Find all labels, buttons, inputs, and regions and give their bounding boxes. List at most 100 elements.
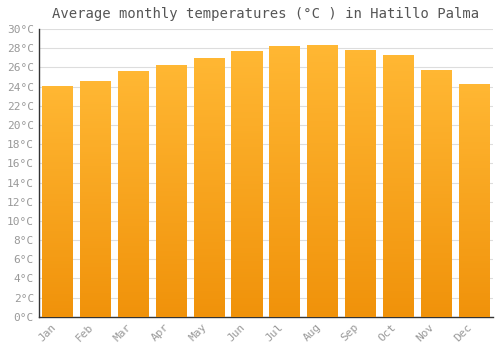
Bar bbox=[270, 100, 300, 103]
Bar bbox=[270, 225, 300, 228]
Bar bbox=[345, 79, 376, 82]
Bar bbox=[42, 243, 74, 245]
Bar bbox=[345, 261, 376, 264]
Bar bbox=[383, 251, 414, 254]
Bar bbox=[345, 141, 376, 144]
Bar bbox=[232, 178, 262, 181]
Bar bbox=[307, 173, 338, 176]
Bar bbox=[194, 239, 224, 242]
Bar bbox=[345, 125, 376, 127]
Bar bbox=[307, 227, 338, 230]
Bar bbox=[270, 293, 300, 295]
Bar bbox=[194, 229, 224, 231]
Bar bbox=[270, 268, 300, 271]
Bar bbox=[270, 119, 300, 122]
Bar bbox=[458, 217, 490, 219]
Bar bbox=[80, 180, 111, 182]
Bar bbox=[118, 214, 149, 216]
Bar bbox=[194, 294, 224, 296]
Bar bbox=[458, 305, 490, 308]
Bar bbox=[458, 144, 490, 147]
Bar bbox=[118, 147, 149, 150]
Bar bbox=[345, 274, 376, 277]
Bar bbox=[156, 188, 187, 191]
Bar bbox=[156, 128, 187, 130]
Bar bbox=[458, 200, 490, 203]
Bar bbox=[270, 222, 300, 225]
Bar bbox=[80, 189, 111, 192]
Bar bbox=[345, 130, 376, 133]
Bar bbox=[42, 187, 74, 190]
Bar bbox=[118, 89, 149, 91]
Bar bbox=[118, 256, 149, 258]
Bar bbox=[42, 231, 74, 233]
Bar bbox=[345, 56, 376, 58]
Bar bbox=[232, 250, 262, 253]
Bar bbox=[345, 53, 376, 56]
Bar bbox=[458, 161, 490, 163]
Bar bbox=[194, 97, 224, 99]
Bar bbox=[458, 91, 490, 93]
Bar bbox=[156, 241, 187, 244]
Bar bbox=[232, 165, 262, 168]
Bar bbox=[80, 135, 111, 138]
Bar bbox=[194, 185, 224, 187]
Bar bbox=[80, 177, 111, 180]
Bar bbox=[194, 288, 224, 291]
Bar bbox=[118, 93, 149, 96]
Bar bbox=[383, 175, 414, 178]
Bar bbox=[156, 266, 187, 269]
Bar bbox=[156, 77, 187, 80]
Bar bbox=[156, 138, 187, 140]
Bar bbox=[80, 279, 111, 281]
Bar bbox=[118, 103, 149, 106]
Bar bbox=[421, 280, 452, 282]
Bar bbox=[383, 296, 414, 299]
Bar bbox=[232, 139, 262, 141]
Bar bbox=[421, 198, 452, 201]
Bar bbox=[156, 168, 187, 170]
Bar bbox=[383, 202, 414, 204]
Bar bbox=[194, 314, 224, 317]
Bar bbox=[345, 50, 376, 53]
Bar bbox=[194, 110, 224, 112]
Bar bbox=[383, 275, 414, 278]
Bar bbox=[345, 114, 376, 117]
Bar bbox=[307, 260, 338, 262]
Bar bbox=[80, 284, 111, 286]
Bar bbox=[458, 96, 490, 98]
Bar bbox=[345, 245, 376, 247]
Bar bbox=[42, 233, 74, 236]
Bar bbox=[118, 142, 149, 145]
Bar bbox=[421, 304, 452, 307]
Bar bbox=[118, 233, 149, 236]
Bar bbox=[421, 211, 452, 213]
Bar bbox=[194, 307, 224, 309]
Bar bbox=[383, 189, 414, 191]
Bar bbox=[118, 177, 149, 179]
Bar bbox=[383, 299, 414, 301]
Bar bbox=[421, 206, 452, 208]
Bar bbox=[232, 261, 262, 264]
Bar bbox=[458, 158, 490, 161]
Bar bbox=[421, 130, 452, 132]
Bar bbox=[307, 279, 338, 281]
Bar bbox=[345, 101, 376, 104]
Bar bbox=[194, 148, 224, 151]
Bar bbox=[80, 281, 111, 284]
Bar bbox=[118, 187, 149, 189]
Bar bbox=[232, 115, 262, 118]
Bar bbox=[383, 110, 414, 113]
Bar bbox=[458, 268, 490, 270]
Bar bbox=[383, 141, 414, 144]
Bar bbox=[80, 208, 111, 211]
Bar bbox=[270, 168, 300, 171]
Bar bbox=[232, 72, 262, 75]
Bar bbox=[156, 153, 187, 155]
Bar bbox=[42, 247, 74, 250]
Bar bbox=[194, 120, 224, 122]
Bar bbox=[42, 148, 74, 150]
Bar bbox=[383, 283, 414, 285]
Bar bbox=[270, 111, 300, 114]
Bar bbox=[383, 249, 414, 251]
